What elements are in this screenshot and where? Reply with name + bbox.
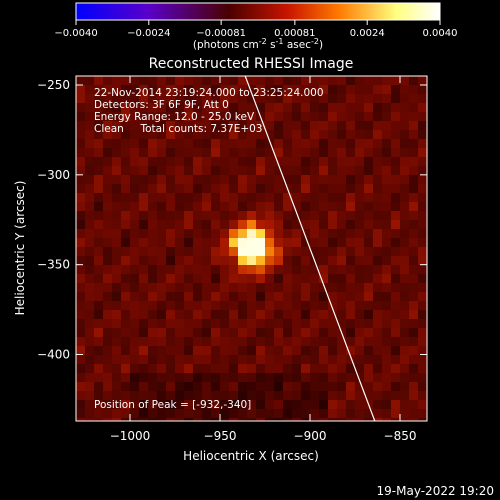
plot-frame bbox=[75, 75, 428, 422]
colorbar-gradient bbox=[75, 2, 441, 21]
solar-limb-line bbox=[244, 76, 376, 421]
colorbar-tick-label: −0.0024 bbox=[127, 28, 170, 39]
colorbar-ticks: −0.0040 −0.0024 −0.00081 0.00081 0.0024 0.004… bbox=[54, 20, 458, 39]
colorbar-tick-label: −0.00081 bbox=[196, 28, 246, 39]
colorbar-tick-label: 0.00081 bbox=[274, 28, 315, 39]
info-detectors: Detectors: 3F 6F 9F, Att 0 bbox=[94, 99, 229, 111]
x-axis-label: Heliocentric X (arcsec) bbox=[183, 449, 319, 463]
colorbar-tick-label: −0.0040 bbox=[54, 28, 97, 39]
info-energy-range: Energy Range: 12.0 - 25.0 keV bbox=[94, 111, 255, 123]
info-clean-counts: Clean Total counts: 7.37E+03 bbox=[94, 123, 263, 135]
colorbar-units-label: (photons cm-2 s-1 asec-2) bbox=[193, 37, 323, 51]
x-tick-label: −900 bbox=[294, 429, 327, 443]
peak-position-label: Position of Peak = [-932,-340] bbox=[94, 399, 251, 411]
y-axis-label: Heliocentric Y (arcsec) bbox=[13, 181, 27, 316]
observation-info: 22-Nov-2014 23:19:24.000 to 23:25:24.000… bbox=[94, 87, 324, 135]
heatmap-image bbox=[76, 76, 427, 421]
x-tick-label: −1000 bbox=[110, 429, 151, 443]
x-tick-label: −850 bbox=[384, 429, 417, 443]
chart-title: Reconstructed RHESSI Image bbox=[149, 56, 354, 72]
y-axis: −250 −300 −350 −400 bbox=[37, 78, 427, 362]
y-tick-label: −350 bbox=[37, 258, 70, 272]
colorbar-tick-label: 0.0040 bbox=[423, 28, 458, 39]
info-time-range: 22-Nov-2014 23:19:24.000 to 23:25:24.000 bbox=[94, 87, 324, 99]
y-tick-label: −400 bbox=[37, 348, 70, 362]
y-tick-label: −250 bbox=[37, 78, 70, 92]
footer-timestamp: 19-May-2022 19:20 bbox=[377, 484, 494, 498]
colorbar: −0.0040 −0.0024 −0.00081 0.00081 0.0024 0.004… bbox=[54, 2, 458, 51]
colorbar-tick-label: 0.0024 bbox=[350, 28, 385, 39]
x-tick-label: −950 bbox=[204, 429, 237, 443]
x-axis: −1000 −950 −900 −850 bbox=[110, 76, 417, 443]
y-tick-label: −300 bbox=[37, 168, 70, 182]
